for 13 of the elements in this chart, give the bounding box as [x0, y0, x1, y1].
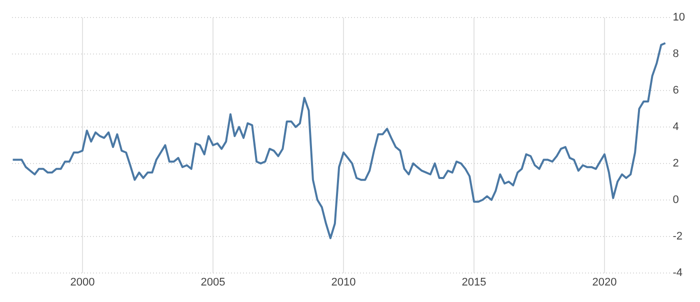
y-tick-label: 4: [672, 121, 679, 134]
x-tick-label: 2020: [592, 276, 617, 288]
y-tick-label: 8: [672, 48, 679, 60]
x-tick-label: 2005: [200, 276, 226, 288]
y-tick-label: 0: [672, 194, 679, 206]
y-tick-label: -2: [672, 230, 683, 242]
x-tick-label: 2000: [70, 276, 95, 288]
x-tick-label: 2010: [331, 276, 356, 288]
y-tick-label: 6: [672, 84, 679, 97]
x-tick-label: 2015: [462, 276, 486, 288]
y-tick-label: 2: [672, 157, 679, 170]
y-tick-label: -4: [672, 266, 683, 279]
y-tick-label: 10: [672, 12, 686, 24]
